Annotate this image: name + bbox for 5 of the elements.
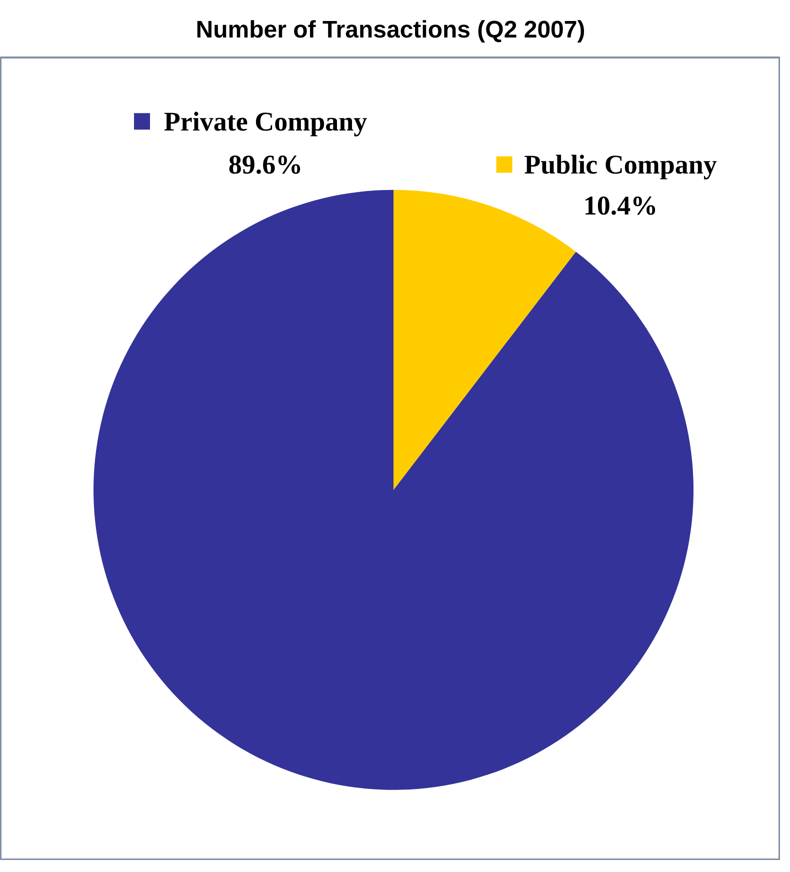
data-label: 10.4% <box>583 190 658 221</box>
chart-title: Number of Transactions (Q2 2007) <box>196 16 586 44</box>
legend-label: Public Company <box>524 150 718 180</box>
data-label: 89.6% <box>228 150 303 180</box>
legend-label: Private Company <box>164 106 368 136</box>
